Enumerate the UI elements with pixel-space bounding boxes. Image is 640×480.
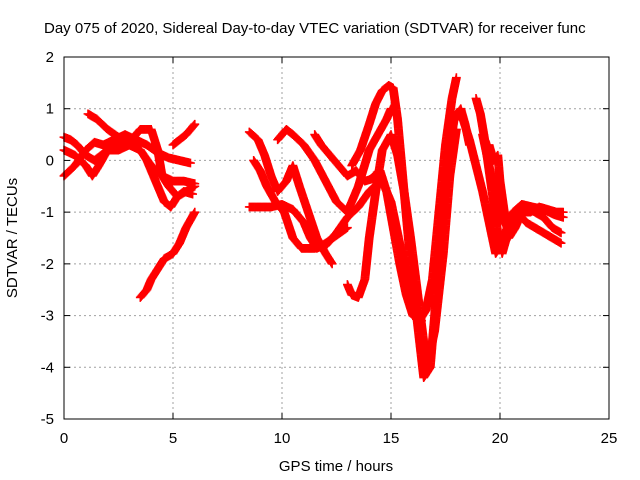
- data-point: [327, 259, 337, 269]
- data-point: [452, 73, 461, 83]
- data-point: [190, 207, 200, 217]
- y-tick-label: 0: [46, 152, 54, 169]
- y-tick-label: -3: [41, 308, 54, 325]
- series-track-14: [369, 73, 461, 326]
- series-track-5: [168, 119, 200, 150]
- y-tick-label: -2: [41, 256, 54, 273]
- y-tick-label: 1: [46, 101, 54, 118]
- y-tick-label: 2: [46, 49, 54, 66]
- y-tick-label: -1: [41, 204, 54, 221]
- y-tick-label: -4: [41, 359, 54, 376]
- data-point: [190, 119, 200, 129]
- y-axis-label: SDTVAR / TECUs: [4, 178, 21, 298]
- x-tick-label: 0: [60, 430, 68, 447]
- plot-frame: [63, 56, 610, 420]
- series-track-4: [59, 132, 200, 189]
- x-tick-label: 25: [601, 430, 618, 447]
- data-point: [188, 189, 198, 199]
- x-tick-label: 15: [383, 430, 400, 447]
- x-tick-label: 20: [492, 430, 509, 447]
- chart-title: Day 075 of 2020, Sidereal Day-to-day VTE…: [44, 20, 586, 37]
- series-track-6: [135, 207, 200, 302]
- axis-ticks: [63, 56, 610, 420]
- x-tick-label: 10: [274, 430, 291, 447]
- data-points: [59, 73, 568, 383]
- data-point: [190, 179, 200, 189]
- data-point: [343, 223, 352, 233]
- x-axis-label: GPS time / hours: [279, 458, 393, 475]
- data-point: [186, 158, 195, 168]
- series-track-8: [244, 127, 337, 269]
- series-track-18: [484, 140, 568, 243]
- data-point: [556, 238, 566, 248]
- data-point: [558, 207, 568, 217]
- x-tick-label: 5: [169, 430, 177, 447]
- y-tick-label: -5: [41, 411, 54, 428]
- series-track-10: [273, 104, 396, 217]
- data-point: [556, 228, 566, 238]
